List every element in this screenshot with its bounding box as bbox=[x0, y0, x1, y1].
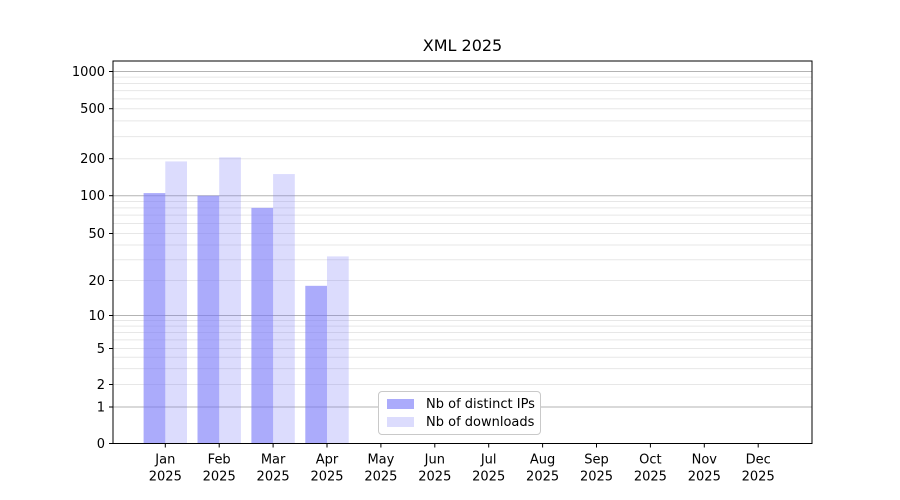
x-tick-label: Feb 2025 bbox=[203, 453, 236, 485]
bar bbox=[197, 195, 220, 444]
y-tick-label: 1000 bbox=[72, 65, 105, 80]
y-tick-label: 0 bbox=[97, 437, 105, 452]
x-tick-label: Dec 2025 bbox=[742, 453, 775, 485]
bars-distinct-ips bbox=[143, 193, 327, 444]
plot-border bbox=[112, 60, 813, 444]
legend-label: Nb of distinct IPs bbox=[426, 396, 535, 412]
x-tick-label: Jul 2025 bbox=[472, 453, 505, 485]
x-tick-label: May 2025 bbox=[364, 453, 397, 485]
bar bbox=[219, 157, 241, 444]
chart-title: XML 2025 bbox=[422, 36, 503, 55]
bar bbox=[165, 161, 187, 444]
legend-label: Nb of downloads bbox=[426, 414, 535, 430]
bar bbox=[143, 193, 166, 444]
legend-swatch-downloads bbox=[387, 417, 414, 427]
bars-downloads bbox=[165, 157, 349, 444]
y-tick-label: 50 bbox=[88, 227, 105, 242]
x-tick-label: Oct 2025 bbox=[634, 453, 667, 485]
gridlines bbox=[113, 71, 812, 408]
x-tick-label: Apr 2025 bbox=[310, 453, 343, 485]
bar bbox=[305, 285, 327, 444]
y-tick-label: 10 bbox=[88, 309, 105, 324]
bar bbox=[273, 174, 295, 444]
legend: Nb of distinct IPs Nb of downloads bbox=[378, 391, 541, 435]
y-tick-label: 20 bbox=[88, 274, 105, 289]
y-axis: 0 1 2 5 10 20 50 100 200 500 1000 bbox=[72, 65, 113, 452]
x-axis: Jan 2025 Feb 2025 Mar 2025 Apr 2025 May 2025 Jun 20… bbox=[149, 443, 775, 485]
y-tick-label: 500 bbox=[80, 102, 105, 117]
y-tick-label: 5 bbox=[97, 342, 105, 357]
x-tick-label: Nov 2025 bbox=[688, 453, 721, 485]
x-tick-label: Mar 2025 bbox=[257, 453, 290, 485]
legend-item: Nb of distinct IPs bbox=[387, 397, 540, 412]
x-tick-label: Jan 2025 bbox=[149, 453, 182, 485]
bar bbox=[327, 256, 349, 444]
y-tick-label: 1 bbox=[97, 401, 105, 416]
x-tick-label: Aug 2025 bbox=[526, 453, 559, 485]
legend-item: Nb of downloads bbox=[387, 415, 540, 430]
bar bbox=[251, 207, 274, 444]
y-tick-label: 100 bbox=[80, 189, 105, 204]
y-tick-label: 200 bbox=[80, 152, 105, 167]
y-tick-label: 2 bbox=[97, 378, 105, 393]
x-tick-label: Jun 2025 bbox=[418, 453, 451, 485]
legend-swatch-distinct-ips bbox=[387, 399, 414, 409]
x-tick-label: Sep 2025 bbox=[580, 453, 613, 485]
